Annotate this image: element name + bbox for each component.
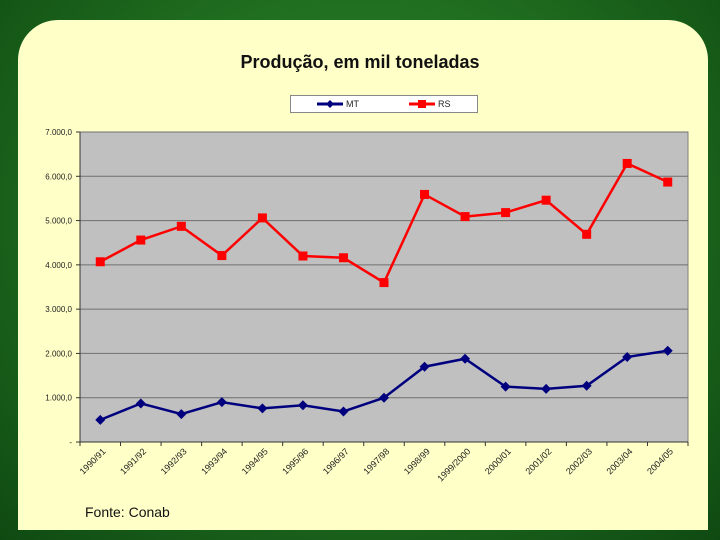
data-point-rs [541, 195, 551, 205]
x-tick-label: 1999/2000 [435, 446, 472, 483]
legend-label-mt: MT [346, 99, 359, 109]
x-tick-label: 1996/97 [321, 446, 351, 476]
y-tick-label: - [69, 438, 72, 447]
y-tick-label: 5.000,0 [45, 217, 72, 226]
data-point-mt [176, 409, 187, 420]
legend-label-rs: RS [438, 99, 451, 109]
x-tick-label: 1998/99 [402, 446, 432, 476]
data-point-mt [95, 414, 106, 425]
data-point-mt [541, 383, 552, 394]
x-tick-label: 1997/98 [361, 446, 391, 476]
data-point-mt [460, 353, 471, 364]
data-point-rs [379, 278, 389, 288]
y-tick-label: 1.000,0 [45, 394, 72, 403]
legend-swatch-mt [317, 100, 343, 108]
data-point-rs [217, 251, 227, 261]
x-tick-label: 1992/93 [159, 446, 189, 476]
y-tick-label: 6.000,0 [45, 172, 72, 181]
data-point-mt [500, 381, 511, 392]
data-point-rs [257, 213, 267, 223]
data-point-mt [581, 380, 592, 391]
data-point-mt [338, 406, 349, 417]
data-point-rs [298, 251, 308, 261]
data-point-rs [663, 177, 673, 187]
chart-legend: MT RS [290, 95, 478, 113]
data-point-mt [419, 361, 430, 372]
data-point-mt [257, 403, 268, 414]
x-tick-label: 2004/05 [645, 446, 675, 476]
legend-item-rs: RS [409, 98, 451, 110]
data-point-mt [297, 400, 308, 411]
x-tick-label: 1994/95 [240, 446, 270, 476]
data-point-rs [338, 253, 348, 263]
data-point-rs [460, 212, 470, 222]
data-point-mt [662, 345, 673, 356]
data-point-mt [216, 397, 227, 408]
x-tick-label: 2001/02 [523, 446, 553, 476]
y-tick-label: 3.000,0 [45, 305, 72, 314]
data-point-rs [136, 235, 146, 245]
data-point-rs [95, 257, 105, 267]
data-point-mt [135, 398, 146, 409]
y-tick-label: 7.000,0 [45, 128, 72, 137]
source-note: Fonte: Conab [85, 504, 170, 520]
x-tick-label: 1993/94 [199, 446, 229, 476]
y-tick-label: 2.000,0 [45, 349, 72, 358]
legend-item-mt: MT [317, 98, 359, 110]
data-point-rs [582, 229, 592, 239]
data-point-mt [379, 392, 389, 403]
data-point-rs [622, 158, 632, 168]
data-point-rs [501, 208, 511, 218]
x-tick-label: 2002/03 [564, 446, 594, 476]
x-tick-label: 2000/01 [483, 446, 513, 476]
x-tick-label: 2003/04 [605, 446, 635, 476]
x-tick-label: 1995/96 [280, 446, 310, 476]
chart-title: Produção, em mil toneladas [240, 52, 480, 72]
data-point-mt [622, 351, 633, 362]
data-point-rs [176, 221, 186, 231]
x-tick-label: 1991/92 [118, 446, 148, 476]
legend-swatch-rs [409, 100, 435, 108]
x-tick-label: 1990/91 [78, 446, 108, 476]
y-tick-label: 4.000,0 [45, 261, 72, 270]
data-point-rs [420, 189, 430, 199]
